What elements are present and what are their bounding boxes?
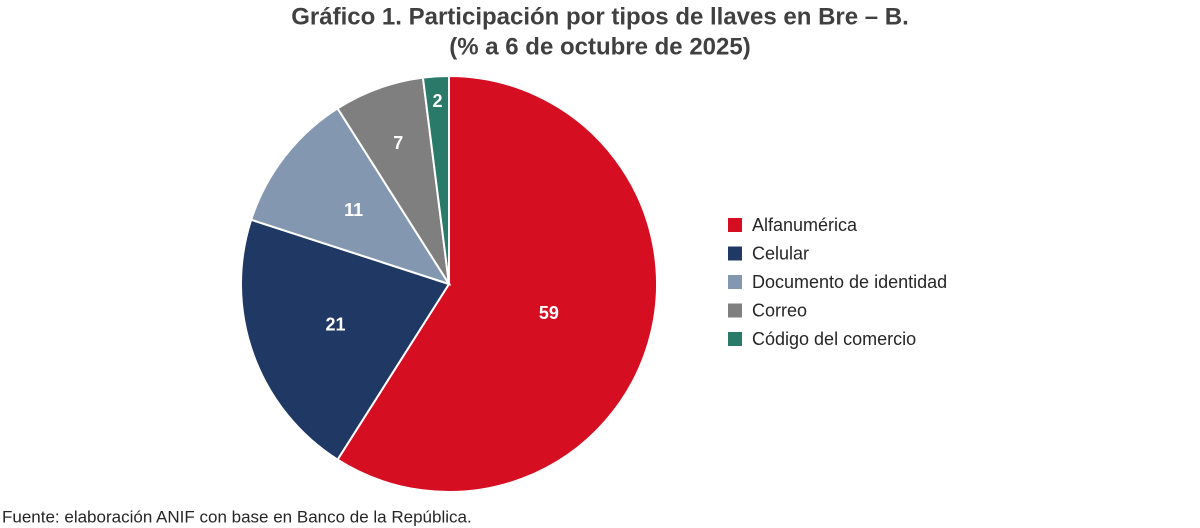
data-label: 2 — [432, 91, 442, 111]
pie-slice — [421, 74, 450, 285]
data-label: 59 — [539, 303, 559, 323]
data-label: 21 — [325, 315, 345, 335]
legend-swatch — [728, 246, 742, 261]
pie-slice — [249, 106, 452, 286]
legend-label: Alfanumérica — [752, 215, 858, 235]
data-label: 11 — [344, 200, 363, 220]
chart-subtitle: (% a 6 de octubre de 2025) — [449, 33, 750, 60]
chart-title: Gráfico 1. Participación por tipos de ll… — [291, 3, 909, 30]
pie-slice — [240, 218, 451, 462]
legend-label: Documento de identidad — [752, 272, 947, 292]
legend-label: Correo — [752, 300, 807, 320]
legend-swatch — [728, 303, 742, 318]
legend-label: Celular — [752, 243, 809, 263]
data-label: 7 — [393, 133, 403, 153]
legend-swatch — [728, 218, 742, 232]
source-note: Fuente: elaboración ANIF con base en Ban… — [2, 507, 472, 526]
legend-swatch — [728, 275, 742, 289]
pie-slice — [336, 74, 658, 493]
legend-swatch — [728, 332, 742, 346]
legend-label: Código del comercio — [752, 329, 916, 349]
